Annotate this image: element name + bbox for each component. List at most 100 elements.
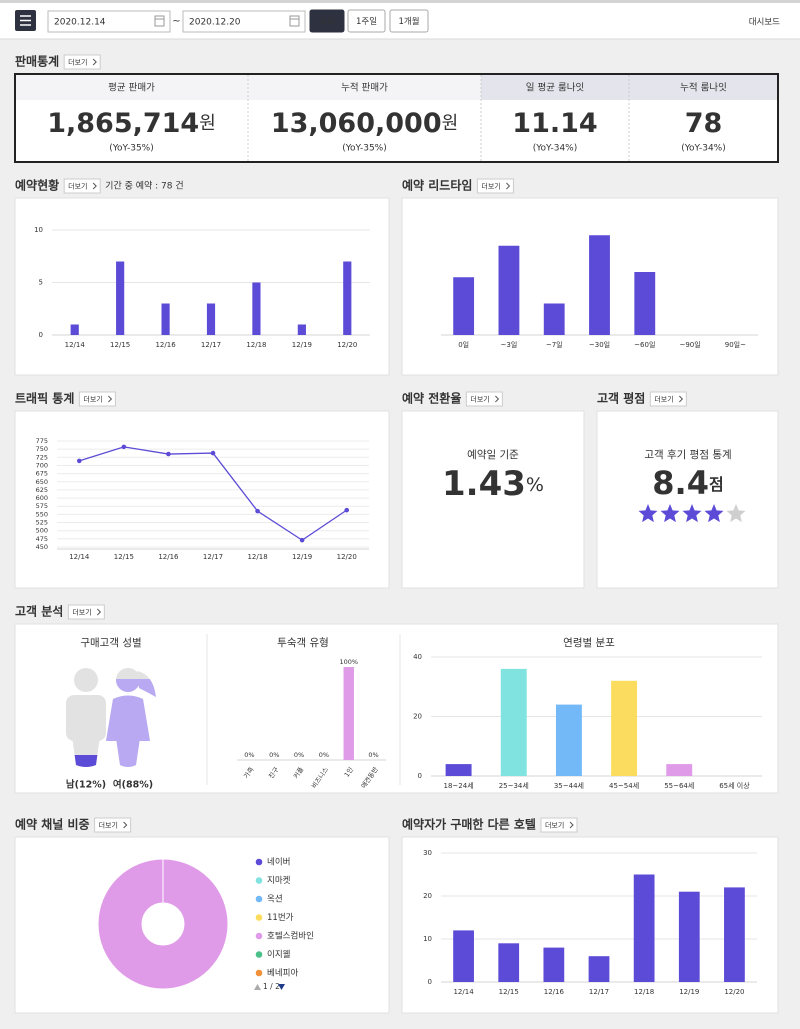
bar [206, 303, 216, 335]
date-input[interactable]: 2020.12.20 [182, 10, 306, 33]
conversion-caption: 예약일 기준 [467, 448, 519, 461]
value-label: 100% [339, 658, 358, 666]
card [596, 410, 779, 589]
y-tick-label: 40 [413, 653, 422, 661]
y-tick-label: 700 [36, 461, 48, 469]
bar [116, 261, 125, 335]
point [166, 451, 171, 457]
legend-label: 지마켓 [267, 875, 291, 886]
bar [634, 272, 656, 335]
point [76, 458, 82, 464]
sales-header [481, 75, 629, 100]
date-box [182, 10, 306, 33]
bar [498, 245, 520, 335]
more-bg [649, 391, 687, 407]
figure-fill [66, 755, 106, 767]
bar [500, 668, 527, 776]
legend-dot [255, 932, 263, 940]
sales-unit: 원 [442, 113, 459, 134]
y-tick-label: 575 [36, 502, 48, 510]
bar [543, 303, 565, 335]
button-text: 1개월 [398, 16, 419, 27]
bar [445, 764, 472, 776]
x-tick-label: 45~54세 [609, 781, 639, 790]
dashboard-link[interactable]: 대시보드 [749, 18, 780, 28]
more-button[interactable]: 더보기 [63, 54, 101, 70]
rating-star [704, 504, 724, 523]
toolbar-button[interactable]: 1개월 [389, 9, 429, 33]
y-tick-label: 0 [428, 978, 432, 986]
more-text: 더보기 [481, 182, 500, 191]
toolbar-button[interactable]: 1주일 [347, 9, 386, 33]
more-chevron [678, 395, 684, 403]
rating-star [682, 504, 702, 523]
x-tick-label: 12/20 [724, 988, 744, 996]
card [14, 410, 390, 589]
x-tick-label: 12/19 [292, 553, 312, 561]
more-chevron [92, 58, 97, 66]
more-bg [63, 178, 101, 194]
more-button[interactable]: 더보기 [540, 817, 578, 833]
more-bg [94, 817, 132, 833]
more-text: 더보기 [470, 395, 489, 404]
sales-value: 78 [685, 108, 723, 139]
rating-star [638, 504, 658, 523]
more-chevron [495, 395, 500, 403]
section-title: 예약 리드타임 [402, 178, 472, 193]
more-chevron [506, 182, 511, 190]
y-tick-label: 0 [418, 772, 422, 780]
legend-dot [255, 877, 263, 884]
more-button[interactable]: 더보기 [94, 817, 132, 833]
sales-number: 13,060,000 [271, 108, 442, 139]
sales-number: 11.14 [512, 108, 597, 139]
bar [70, 324, 79, 335]
bar [666, 764, 693, 776]
gender-label: 남(12%) [66, 779, 106, 791]
y-tick-label: 450 [36, 543, 48, 551]
more-button[interactable]: 더보기 [67, 604, 105, 620]
more-bg [540, 817, 578, 833]
more-chevron [108, 395, 113, 403]
section-title: 판매통계 [15, 54, 59, 69]
value-label: 0% [244, 751, 254, 759]
legend-label: 옥션 [267, 894, 283, 905]
sales-header [16, 75, 248, 100]
point [344, 507, 350, 513]
more-button[interactable]: 더보기 [649, 391, 687, 407]
more-button[interactable]: 더보기 [476, 178, 514, 194]
date-separator: ~ [172, 16, 180, 27]
card [401, 836, 779, 1014]
date-box [47, 10, 171, 33]
x-tick-label: ~60일 [634, 340, 655, 349]
x-tick-label: 0일 [458, 340, 469, 349]
legend-dot [255, 969, 263, 977]
y-tick-label: 750 [36, 445, 48, 453]
more-bg [476, 178, 514, 194]
legend-label: 네이버 [267, 857, 290, 868]
panel-title: 연령별 분포 [563, 637, 615, 649]
toolbar-button[interactable]: 조회 [309, 9, 345, 33]
more-bg [465, 391, 503, 407]
rating-star [726, 504, 746, 523]
section-title: 예약자가 구매한 다른 호텔 [402, 817, 536, 832]
sales-label: 누적 룸나잇 [680, 82, 727, 94]
more-text: 더보기 [654, 395, 673, 404]
bar [453, 277, 475, 335]
x-tick-label: 12/16 [544, 988, 565, 996]
more-button[interactable]: 더보기 [465, 391, 503, 407]
button-text: 조회 [319, 17, 335, 27]
more-button[interactable]: 더보기 [78, 391, 116, 407]
x-tick-label: ~90일 [679, 340, 700, 349]
top-edge [0, 0, 800, 3]
section-title: 고객 분석 [15, 605, 63, 619]
page-next[interactable] [278, 984, 285, 990]
more-button[interactable]: 더보기 [63, 178, 101, 194]
conversion-value: 1.43% [442, 464, 544, 504]
menu-button[interactable] [15, 10, 36, 31]
y-tick-label: 500 [36, 527, 48, 535]
x-tick-label: 12/18 [634, 988, 654, 996]
date-input[interactable]: 2020.12.14 [47, 10, 171, 33]
x-tick-label: ~3일 [501, 340, 518, 349]
section-title: 고객 평점 [597, 391, 645, 406]
page-prev[interactable] [254, 984, 261, 990]
